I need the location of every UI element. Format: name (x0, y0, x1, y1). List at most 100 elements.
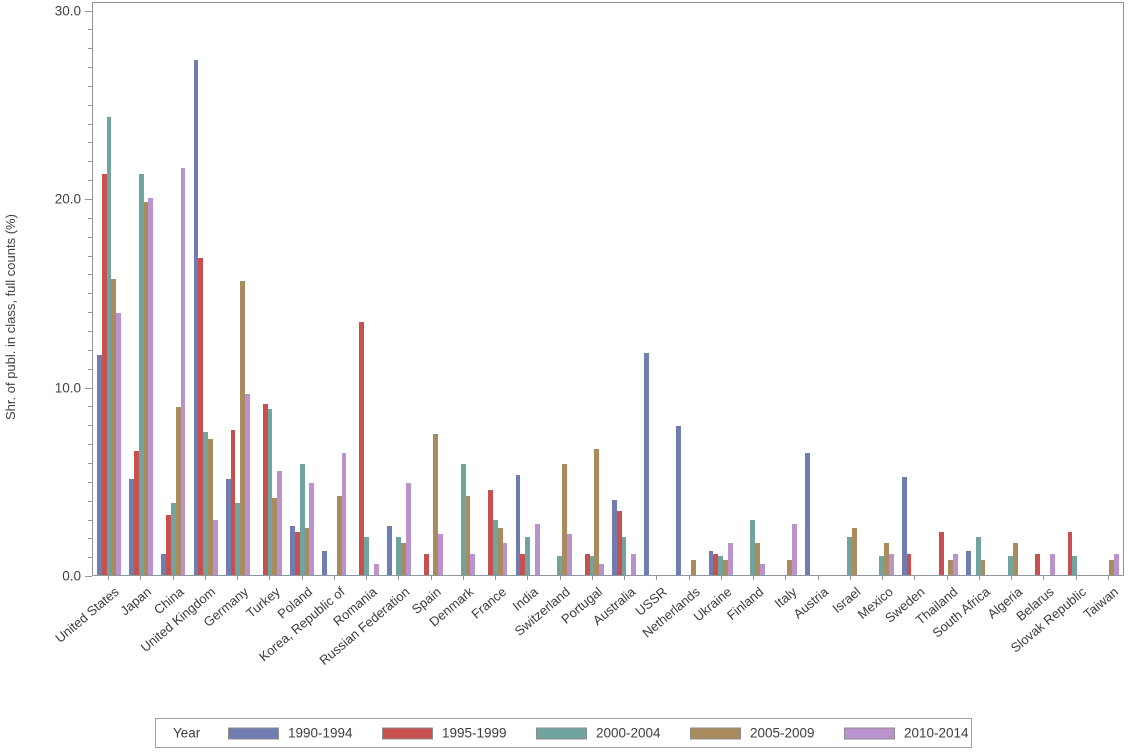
bar (180, 167, 186, 575)
bar (373, 563, 379, 575)
bar (488, 490, 493, 575)
x-tick (914, 576, 916, 580)
bar (847, 537, 852, 575)
y-minor-tick (88, 406, 92, 408)
x-tick (237, 576, 239, 580)
bar-group (833, 3, 865, 575)
bar (470, 554, 476, 575)
bar-group (383, 3, 415, 575)
y-minor-tick (88, 368, 92, 370)
x-tick (978, 576, 980, 580)
y-minor-tick (88, 425, 92, 427)
bar (676, 426, 682, 575)
x-tick (1043, 576, 1045, 580)
bar (1072, 556, 1078, 575)
bar (525, 537, 530, 575)
bar (621, 537, 627, 575)
bar (433, 433, 439, 575)
y-minor-tick (88, 330, 92, 332)
bar (208, 439, 213, 575)
x-tick (527, 576, 529, 580)
bar-group (769, 3, 801, 575)
bar (1049, 554, 1055, 575)
legend-label: 1990-1994 (288, 725, 353, 741)
y-minor-tick (88, 444, 92, 445)
legend-item: 1990-1994 (228, 726, 353, 741)
y-axis-title: Shr. of publ. in class, full counts (%) (3, 214, 18, 420)
bar (359, 322, 365, 575)
x-tick (946, 576, 948, 580)
bar-group (222, 3, 254, 575)
legend-item: 2010-2014 (844, 726, 969, 741)
bar (97, 354, 102, 575)
y-tick-label: 20.0 (54, 191, 81, 207)
bar (230, 429, 236, 575)
x-tick (269, 576, 271, 580)
bar (792, 524, 798, 575)
x-tick (1011, 576, 1013, 580)
bar (1109, 559, 1115, 575)
bar-group (672, 3, 704, 575)
bar (718, 556, 724, 575)
bar (520, 554, 526, 575)
x-category-label: Turkey (243, 584, 284, 621)
bar (515, 475, 521, 575)
bar (644, 352, 650, 575)
legend-item: 2000-2004 (536, 726, 661, 741)
y-minor-tick (88, 519, 92, 521)
x-tick (172, 576, 174, 580)
y-minor-tick (88, 557, 92, 559)
bar (713, 554, 719, 575)
bar-group (415, 3, 447, 575)
bar (309, 482, 315, 575)
bar-group (351, 3, 383, 575)
bar (212, 520, 218, 575)
bar (166, 514, 172, 575)
y-minor-tick (88, 255, 92, 257)
bar (1007, 556, 1013, 575)
y-minor-tick (88, 293, 92, 295)
bar (460, 463, 466, 575)
bar-group (93, 3, 125, 575)
bar (557, 556, 563, 575)
bar (225, 478, 231, 575)
bar (492, 520, 498, 575)
y-minor-tick (88, 500, 92, 502)
legend-label: 1995-1999 (442, 725, 507, 741)
bar (203, 431, 209, 575)
bar (304, 527, 310, 575)
bar (787, 559, 793, 575)
bar (1035, 554, 1041, 575)
bar (295, 531, 300, 575)
y-minor-tick (88, 85, 92, 87)
legend: Year 1990-1994 1995-1999 2000-2004 2005-200… (155, 718, 972, 748)
bar (364, 537, 369, 575)
y-minor-tick (88, 236, 92, 238)
y-minor-tick (88, 180, 92, 182)
bar-group (930, 3, 962, 575)
x-tick (753, 576, 755, 580)
bar (129, 478, 135, 575)
bar (111, 279, 117, 575)
bar (401, 543, 406, 575)
y-major-tick (85, 387, 92, 389)
bar (341, 452, 347, 575)
bar (584, 554, 590, 575)
plot-area (92, 2, 1124, 576)
bar (405, 482, 411, 575)
bar (262, 403, 268, 575)
bar-group (125, 3, 157, 575)
bar-group (1091, 3, 1123, 575)
bar (980, 559, 986, 575)
bar (760, 563, 765, 575)
bar (290, 526, 296, 575)
x-tick (591, 576, 593, 580)
y-minor-tick (88, 29, 92, 31)
legend-label: 2005-2009 (750, 725, 815, 741)
x-category-label: France (468, 584, 509, 622)
bar (175, 407, 181, 575)
bar (566, 533, 572, 575)
bar-group (576, 3, 608, 575)
y-minor-tick (88, 538, 92, 540)
bar (616, 510, 622, 575)
